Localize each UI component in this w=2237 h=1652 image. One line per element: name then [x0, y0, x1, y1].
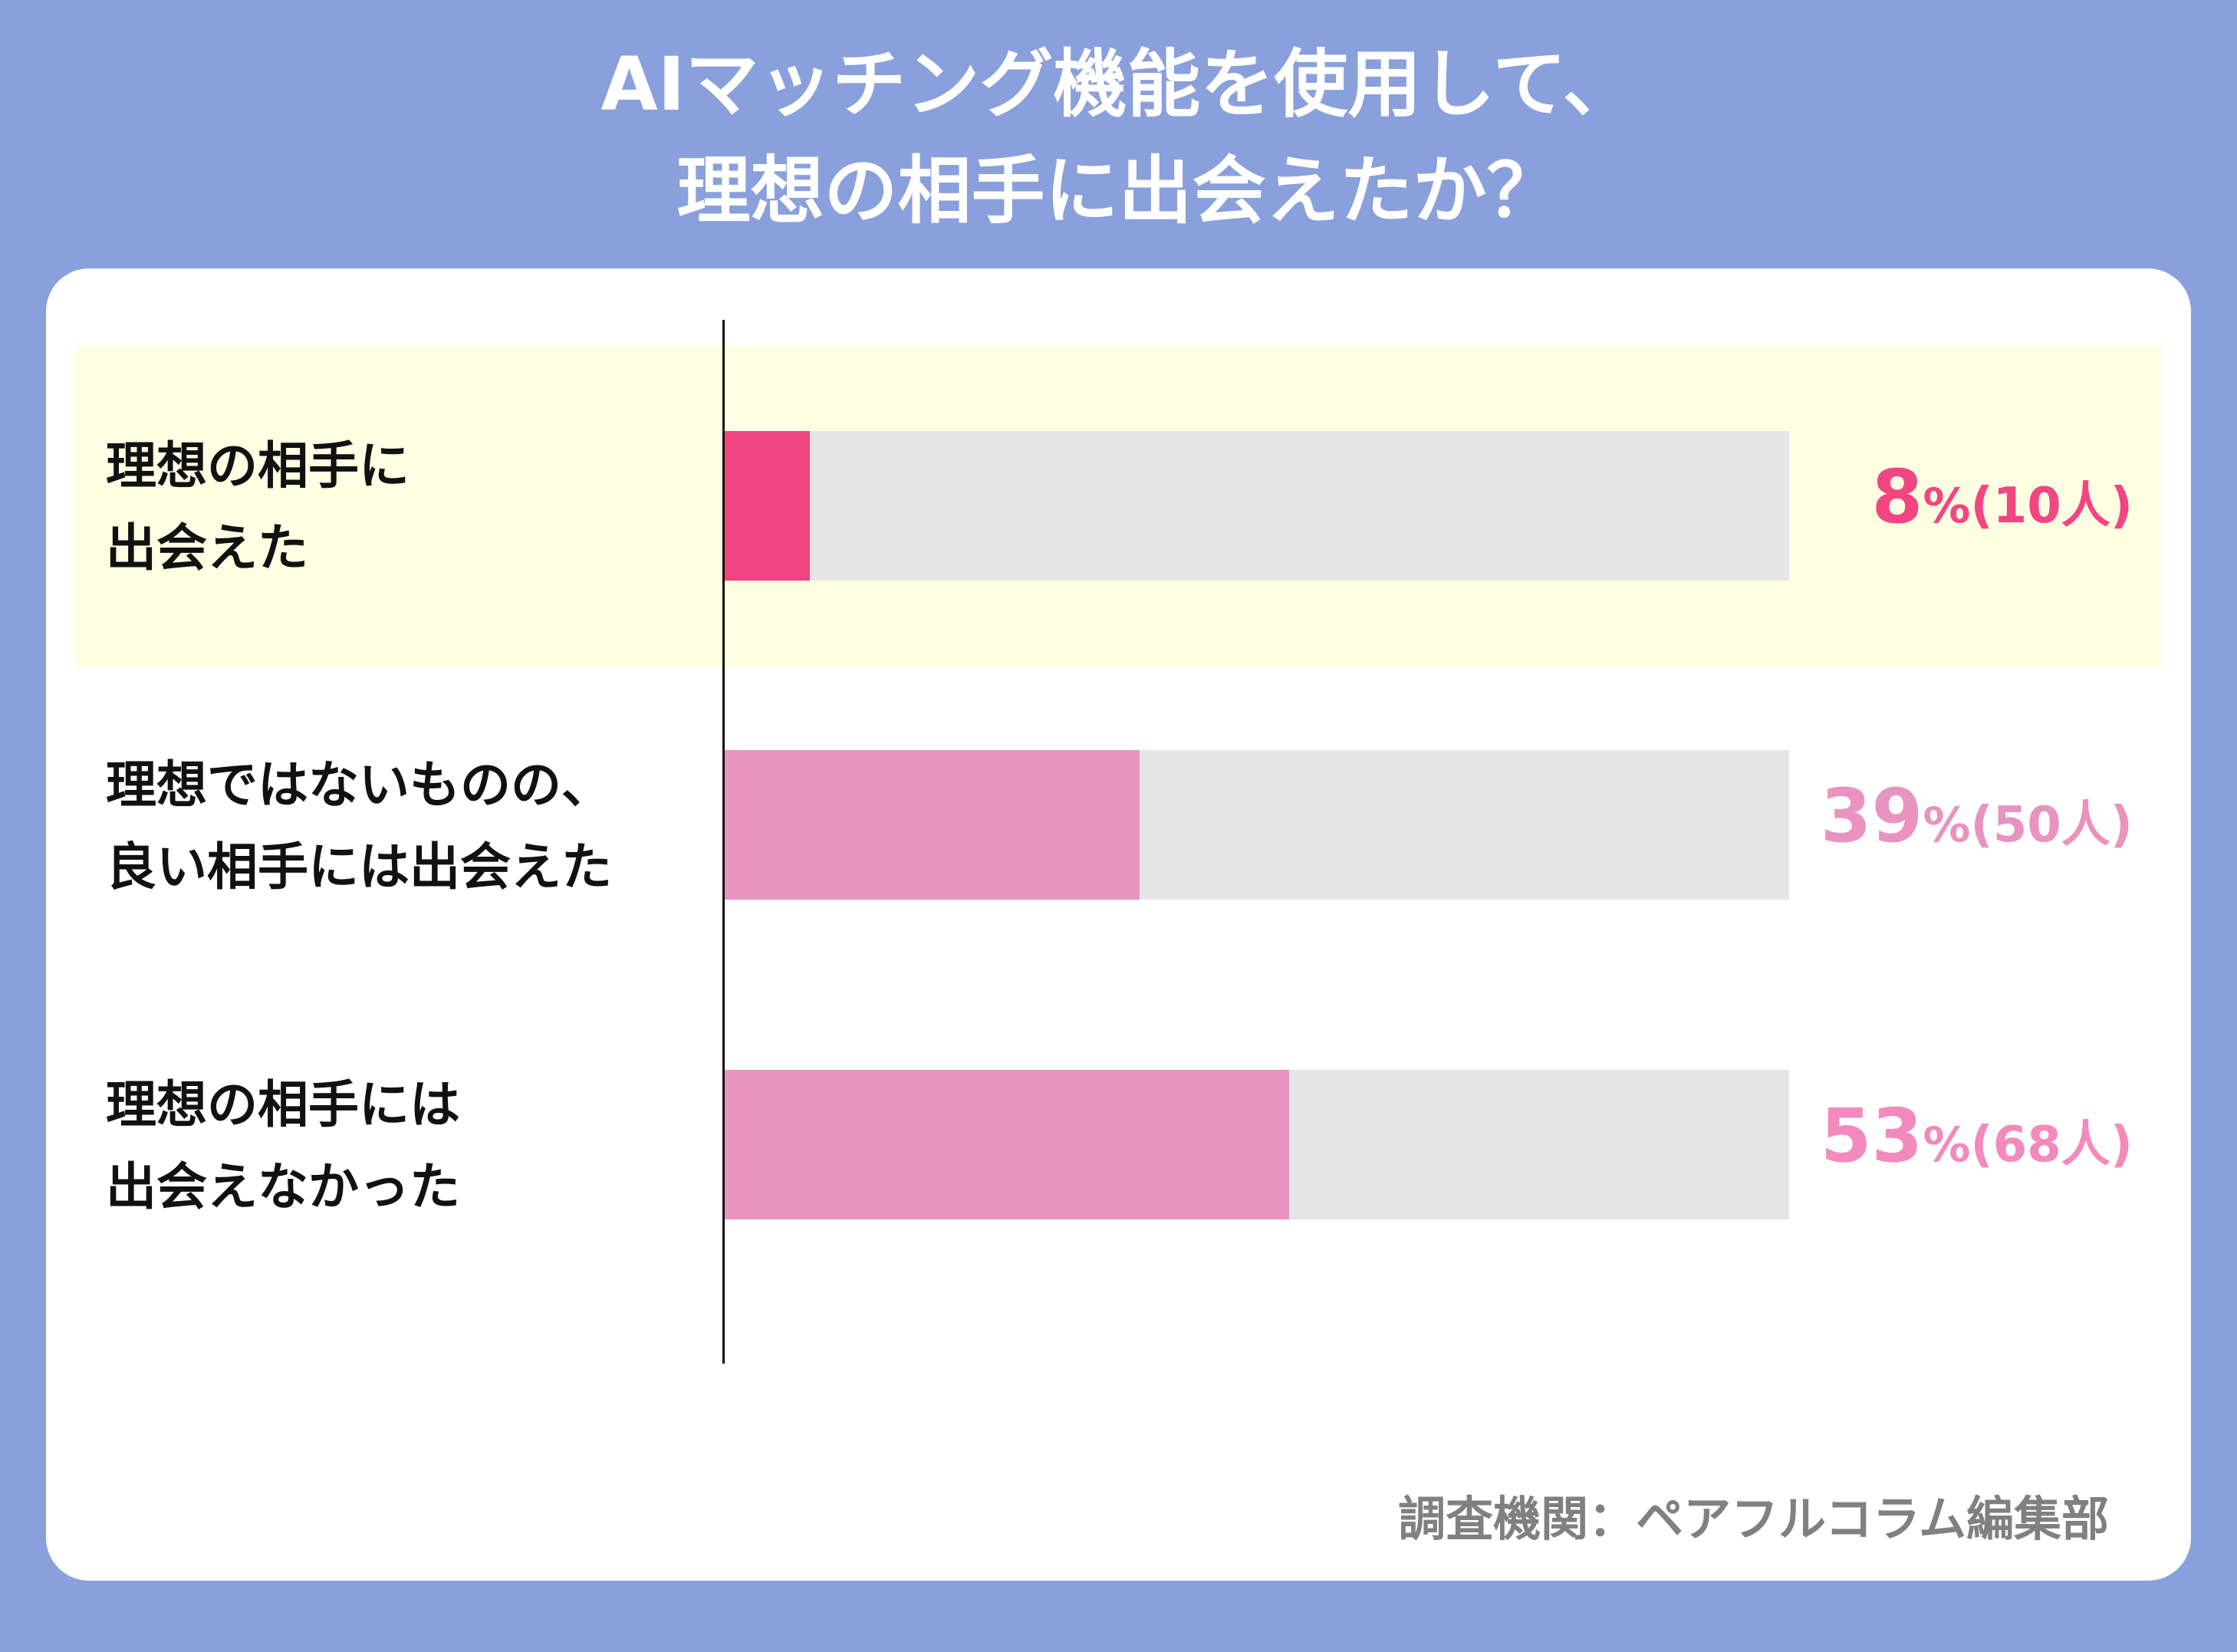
value-percent: 8 [1871, 454, 1923, 540]
category-label: 理想ではないものの、 良い相手には出会えた [106, 755, 612, 897]
respondent-count: (10人) [1970, 478, 2133, 535]
title-line-1: AIマッチング機能を使用して、 [600, 41, 1637, 127]
value-label: 39%(50人) [1821, 773, 2133, 859]
title-line-2: 理想の相手に出会えたか？ [676, 148, 1561, 234]
value-percent: 53 [1820, 1093, 1923, 1179]
value-percent: 39 [1820, 773, 1923, 859]
source-credit: 調査機関：ペアフルコラム編集部 [1398, 1491, 2109, 1547]
bar-track [725, 1070, 1789, 1219]
bar-track [725, 431, 1789, 581]
respondent-count: (50人) [1970, 797, 2133, 854]
percent-sign: % [1923, 1117, 1971, 1173]
y-axis-line [722, 320, 725, 1364]
bar [725, 431, 811, 581]
bar-track [725, 750, 1789, 900]
percent-sign: % [1923, 797, 1971, 853]
value-label: 8%(10人) [1872, 454, 2133, 540]
respondent-count: (68人) [1970, 1117, 2133, 1173]
value-label: 53%(68人) [1821, 1093, 2133, 1179]
category-label: 理想の相手に 出会えた [106, 436, 410, 578]
bar [725, 1070, 1289, 1219]
percent-sign: % [1923, 478, 1971, 534]
bar [725, 750, 1140, 900]
category-label: 理想の相手には 出会えなかった [106, 1075, 460, 1216]
